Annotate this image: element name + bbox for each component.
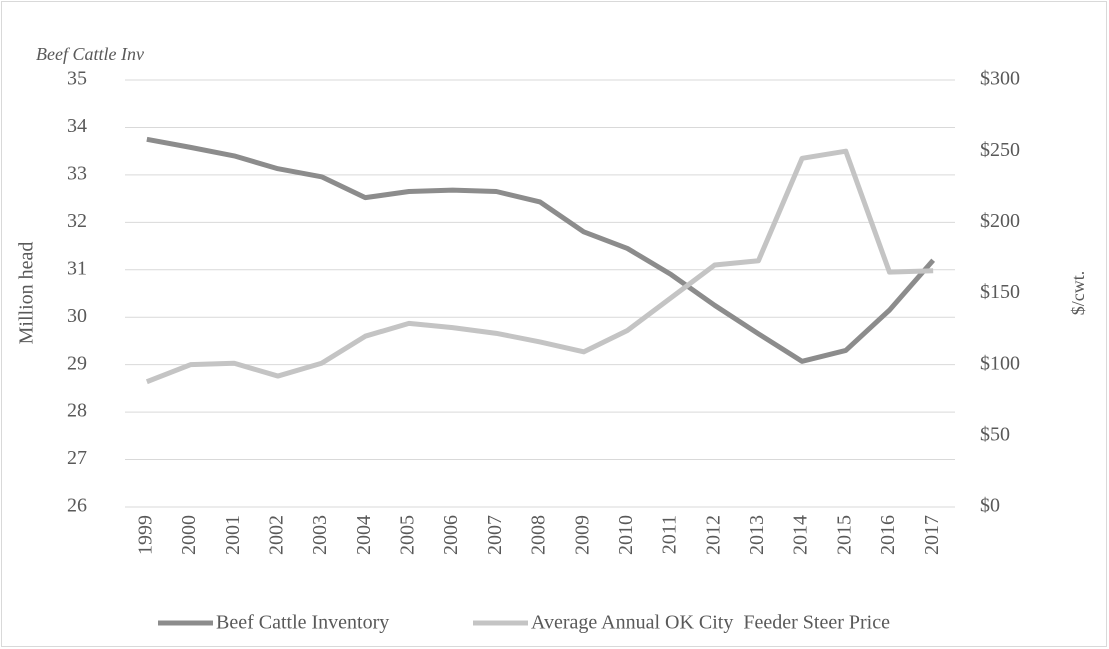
x-tick-label: 2003 (309, 515, 331, 555)
x-tick-label: 2017 (921, 515, 943, 555)
x-tick-label: 2000 (178, 515, 200, 555)
y-tick-label: 26 (67, 495, 87, 517)
y-tick-label: 28 (67, 400, 87, 422)
y-tick-label: 29 (67, 352, 87, 374)
x-tick-label: 2005 (397, 515, 419, 555)
y2-tick-label: $50 (980, 423, 1010, 445)
y-tick-label: 30 (67, 305, 87, 327)
y2-tick-label: $0 (980, 495, 1000, 517)
x-tick-label: 2001 (222, 515, 244, 555)
y-tick-label: 32 (67, 210, 87, 232)
x-tick-label: 2015 (833, 515, 855, 555)
series-line (145, 148, 934, 385)
y2-tick-label: $300 (980, 68, 1020, 90)
y-tick-label: 33 (67, 162, 87, 184)
series-line (146, 136, 936, 364)
y2-tick-label: $150 (980, 281, 1020, 303)
x-tick-label: 2016 (877, 515, 899, 555)
y-tick-label: 35 (67, 68, 87, 90)
x-tick-label: 2007 (484, 515, 506, 555)
y2-tick-label: $200 (980, 210, 1020, 232)
chart-title: Beef Cattle Inv (36, 44, 144, 64)
x-tick-label: 2006 (440, 515, 462, 555)
x-tick-label: 1999 (134, 515, 156, 555)
y2-tick-label: $250 (980, 139, 1020, 161)
x-tick-label: 2012 (702, 515, 724, 555)
x-tick-label: 2009 (571, 515, 593, 555)
x-tick-label: 2002 (265, 515, 287, 555)
x-tick-label: 2014 (790, 515, 812, 555)
legend-label: Beef Cattle Inventory (216, 612, 389, 634)
x-tick-label: 2011 (659, 515, 681, 554)
y-tick-label: 31 (67, 257, 87, 279)
legend-label: Average Annual OK City Feeder Steer Pric… (531, 612, 890, 634)
y-tick-label: 34 (67, 115, 87, 137)
y2-tick-label: $100 (980, 352, 1020, 374)
x-tick-label: 2010 (615, 515, 637, 555)
y-axis-title: Million head (16, 242, 38, 345)
y2-axis-title: $/cwt. (1068, 271, 1088, 316)
x-tick-label: 2004 (353, 515, 375, 555)
y-tick-label: 27 (67, 447, 87, 469)
x-tick-label: 2008 (528, 515, 550, 555)
x-tick-label: 2013 (746, 515, 768, 555)
